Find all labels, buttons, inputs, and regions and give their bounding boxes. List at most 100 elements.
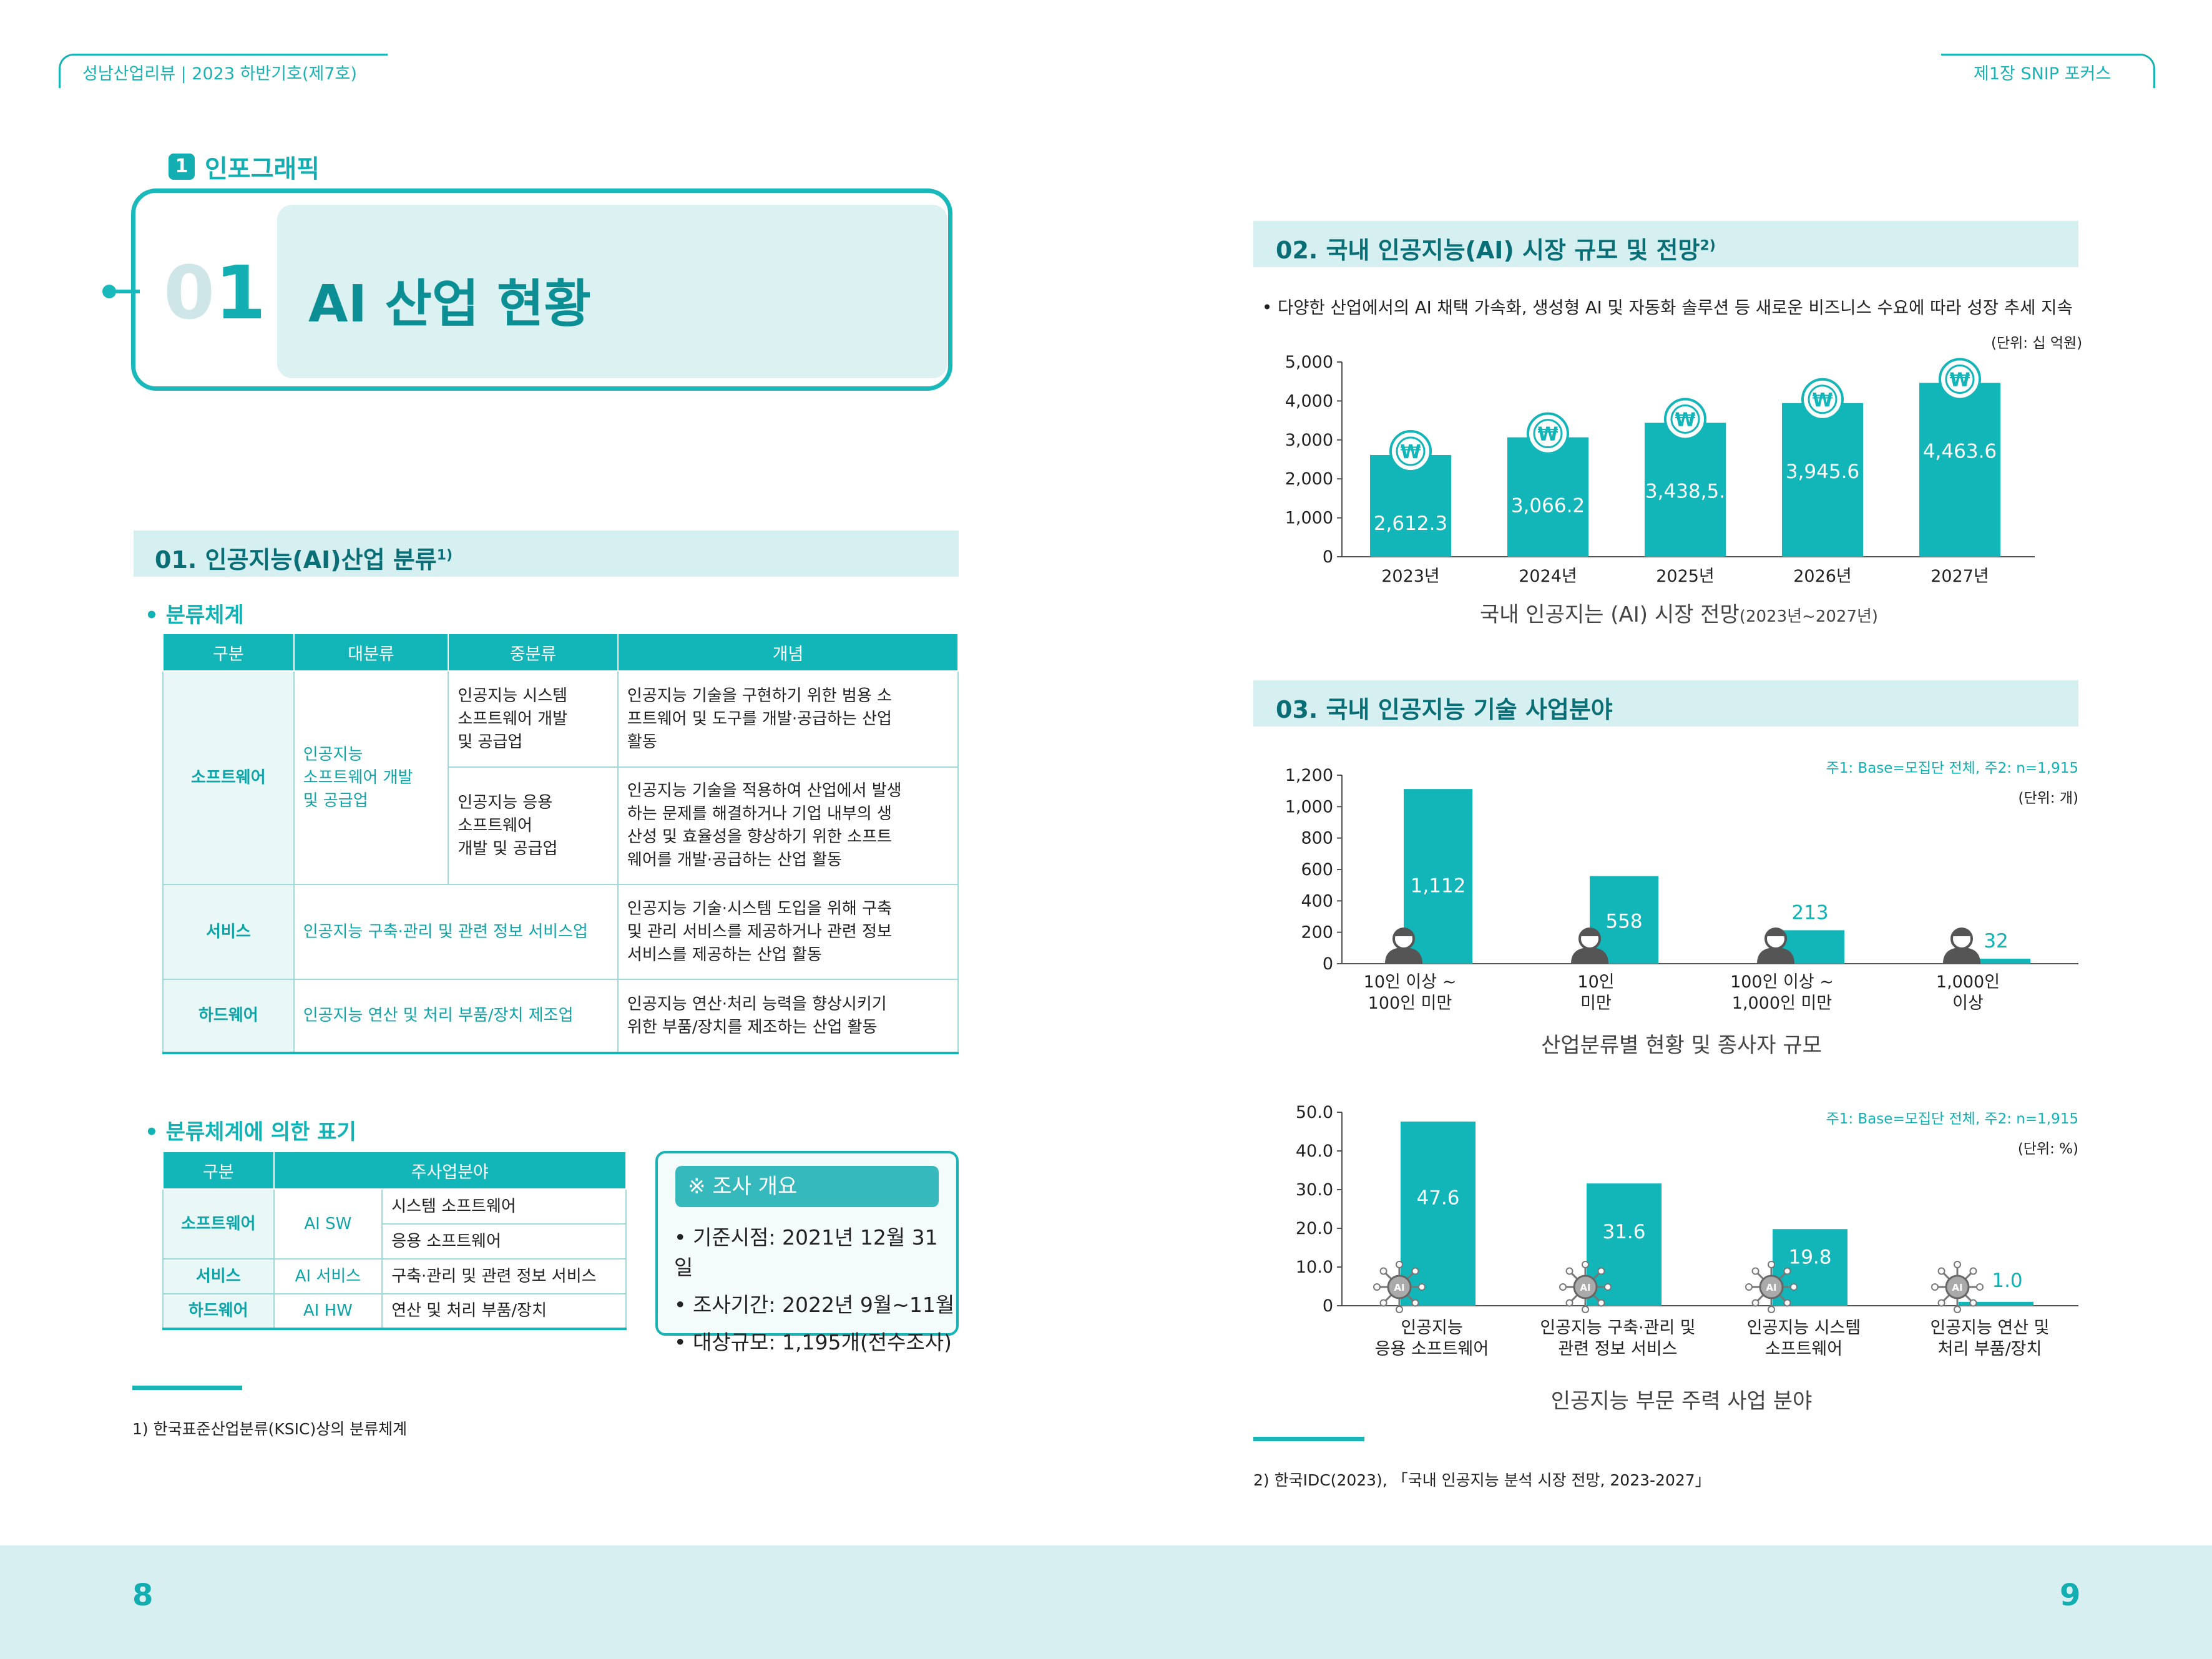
bar	[1962, 958, 2030, 964]
section2-footnote-mark: 2)	[1700, 238, 1716, 254]
bar-value-label: 3,945.6	[1786, 461, 1859, 483]
bar	[1507, 437, 1588, 557]
x-category-label: 2026년	[1793, 567, 1852, 586]
y-tick-label: 5,000	[1285, 353, 1333, 372]
survey-title: ※ 조사 개요	[675, 1166, 939, 1207]
x-category-label: 10인 이상 ~100인 미만	[1364, 972, 1457, 1013]
y-tick-label: 800	[1301, 829, 1333, 848]
bar	[1919, 383, 2000, 557]
ai-chip-icon: AI	[1931, 1261, 1984, 1313]
won-coin-icon: ₩	[1939, 358, 1981, 401]
section3-bar	[1253, 680, 2078, 727]
y-tick-label: 1,000	[1285, 509, 1333, 528]
table2-software-b: 응용 소프트웨어	[381, 1223, 627, 1260]
bar-value-label: 1,112	[1411, 874, 1466, 897]
page-number-right: 9	[2060, 1578, 2081, 1613]
y-tick-label: 2,000	[1285, 469, 1333, 489]
table1-hardware-major: 인공지능 연산 및 처리 부품/장치 제조업	[293, 979, 619, 1054]
section2-unit: (단위: 십 억원)	[1991, 335, 2083, 351]
x-category-label: 2025년	[1656, 567, 1715, 586]
worker-icon	[1943, 927, 1980, 964]
x-category-label: 2024년	[1519, 567, 1577, 586]
bar-value-label: 4,463.6	[1923, 440, 1997, 462]
hero-dot-line	[110, 290, 140, 293]
chart-title: 산업분류별 현황 및 종사자 규모	[1541, 1033, 1822, 1058]
section-badge-label: 인포그래픽	[205, 155, 320, 184]
section1-bar	[134, 531, 959, 577]
svg-text:AI: AI	[1952, 1282, 1962, 1293]
header-left-tab	[59, 54, 388, 88]
bar-value-label: 19.8	[1788, 1246, 1831, 1268]
chart-note: 주1: Base=모집단 전체, 주2: n=1,915	[1826, 760, 2078, 776]
ai-chip-icon: AI	[1559, 1261, 1612, 1313]
hero-title: AI 산업 현황	[308, 275, 591, 334]
survey-item-1: • 기준시점: 2021년 12월 31일	[674, 1225, 938, 1280]
x-category-label: 100인 이상 ~1,000인 미만	[1730, 972, 1834, 1013]
table1-service-label: 서비스	[162, 884, 295, 980]
table1-service-desc: 인공지능 기술·시스템 도입을 위해 구축 및 관리 서비스를 제공하거나 관련…	[617, 884, 959, 980]
x-category-label: 2027년	[1931, 567, 1989, 586]
table1-header-type: 구분	[162, 633, 295, 672]
table2-hardware-label: 하드웨어	[162, 1293, 275, 1329]
bar	[1959, 1301, 2033, 1306]
footnote-left: 1) 한국표준산업분류(KSIC)상의 분류체계	[132, 1420, 408, 1438]
notation-heading: • 분류체계에 의한 표기	[145, 1120, 356, 1145]
y-tick-label: 50.0	[1296, 1103, 1333, 1122]
y-tick-label: 0	[1323, 954, 1333, 974]
market-size-chart: 0 1,000 2,000 3,000 4,000 5,000 2,612.3 ₩2023년 3…	[1285, 353, 2035, 627]
x-category-label: 인공지능 연산 및 처리 부품/장치	[1930, 1318, 2049, 1359]
footnote-right: 2) 한국IDC(2023), 「국내 인공지능 분석 시장 전망, 2023-…	[1253, 1471, 1711, 1489]
section2-bar	[1253, 221, 2078, 267]
chart-unit: (단위: 개)	[2019, 790, 2079, 806]
table2-software-label: 소프트웨어	[162, 1188, 275, 1260]
hero-number: 01	[164, 256, 266, 330]
section1-title: 01. 인공지능(AI)산업 분류1)	[155, 541, 453, 575]
table1-software-label: 소프트웨어	[162, 670, 295, 885]
x-category-label: 10인 미만	[1577, 972, 1614, 1013]
table1-header-mid: 중분류	[448, 633, 619, 672]
bar	[1587, 1183, 1661, 1306]
survey-item-2: • 조사기간: 2022년 9월~11월	[674, 1293, 955, 1317]
won-coin-icon: ₩	[1801, 378, 1844, 421]
table1-header-concept: 개념	[617, 633, 959, 672]
bar-value-label: 2,612.3	[1374, 512, 1447, 535]
x-category-label: 인공지능 구축·관리 및 관련 정보 서비스	[1540, 1318, 1695, 1359]
y-tick-label: 4,000	[1285, 391, 1333, 411]
table1-header-major: 대분류	[293, 633, 449, 672]
ai-chip-icon: AI	[1373, 1261, 1426, 1313]
table2-software-code: AI SW	[273, 1188, 383, 1260]
chart-unit: (단위: %)	[2018, 1141, 2078, 1157]
worker-icon	[1385, 927, 1422, 964]
bar	[1645, 423, 1726, 557]
header-left-text: 성남산업리뷰 | 2023 하반기호(제7호)	[82, 64, 357, 84]
svg-text:₩: ₩	[1949, 369, 1970, 391]
x-category-label: 인공지능 응용 소프트웨어	[1375, 1318, 1489, 1359]
table2-header-field: 주사업분야	[273, 1151, 627, 1190]
y-tick-label: 3,000	[1285, 431, 1333, 450]
hero-dot	[102, 285, 116, 298]
classification-table: 구분 대분류 중분류 개념 소프트웨어 인공지능 소프트웨어 개발 및 공급업 …	[162, 633, 959, 1054]
survey-item-3: • 대상규모: 1,195개(전수조사)	[674, 1330, 952, 1354]
table2-hardware-a: 연산 및 처리 부품/장치	[381, 1293, 627, 1329]
section3-title: 03. 국내 인공지능 기술 사업분야	[1276, 696, 1613, 723]
chart-note: 주1: Base=모집단 전체, 주2: n=1,915	[1826, 1111, 2078, 1127]
x-category-label: 2023년	[1381, 567, 1440, 586]
svg-text:₩: ₩	[1675, 409, 1695, 431]
table1-software-mid2: 인공지능 응용 소프트웨어 개발 및 공급업	[448, 766, 619, 885]
business-field-chart: 주1: Base=모집단 전체, 주2: n=1,915 (단위: %) 0 10.0…	[1296, 1103, 2078, 1414]
company-size-chart: 주1: Base=모집단 전체, 주2: n=1,915 (단위: 개) 0 200 4…	[1285, 760, 2079, 1058]
y-tick-label: 600	[1301, 860, 1333, 879]
table1-service-major: 인공지능 구축·관리 및 관련 정보 서비스업	[293, 884, 619, 980]
won-coin-icon: ₩	[1664, 398, 1706, 441]
table1-software-desc1: 인공지능 기술을 구현하기 위한 범용 소 프트웨어 및 도구를 개발·공급하는…	[617, 670, 959, 768]
bar	[1782, 403, 1863, 557]
worker-icon	[1571, 927, 1608, 964]
table2-service-label: 서비스	[162, 1258, 275, 1294]
section-badge: 1 인포그래픽	[169, 149, 320, 185]
svg-text:₩: ₩	[1537, 424, 1558, 446]
chart-title: 인공지능 부문 주력 사업 분야	[1551, 1389, 1813, 1414]
bar-value-label: 31.6	[1602, 1221, 1645, 1243]
y-tick-label: 400	[1301, 891, 1333, 911]
survey-box: ※ 조사 개요 • 기준시점: 2021년 12월 31일 • 조사기간: 20…	[655, 1151, 959, 1354]
svg-text:AI: AI	[1394, 1282, 1404, 1293]
